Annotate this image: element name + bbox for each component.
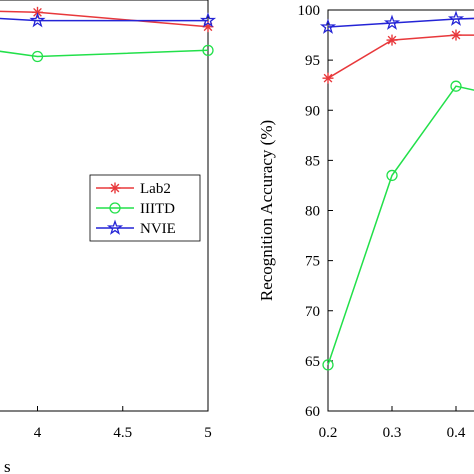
left-point-iiitd-shape [31, 50, 44, 63]
left-point-nvie [29, 12, 46, 28]
right-point-iiitd-shape [322, 359, 334, 371]
left-point-nvie-shape [199, 12, 217, 28]
left-xlabel-fragment: s [4, 457, 11, 474]
legend-marker-nvie [106, 219, 124, 235]
right-point-lab2 [322, 72, 334, 84]
right-ytick-label: 70 [305, 304, 320, 320]
right-ytick-label: 95 [305, 53, 320, 69]
right-ytick-label: 80 [305, 204, 320, 220]
right-point-iiitd [322, 359, 334, 371]
right-axes-frame [327, 9, 474, 412]
right-ytick-label: 85 [305, 153, 320, 169]
right-xtick-label: 0.2 [319, 425, 338, 441]
left-series-line-lab2 [0, 10, 209, 28]
legend-label-lab2: Lab2 [140, 181, 171, 197]
right-ytick-label: 100 [298, 3, 321, 19]
right-xtick-label: 0.3 [383, 425, 402, 441]
right-ytick-label: 90 [305, 103, 320, 119]
right-point-nvie [319, 18, 337, 34]
legend-label-nvie: NVIE [140, 221, 176, 237]
right-ylabel: Recognition Accuracy (%) [257, 120, 276, 301]
right-point-iiitd [386, 169, 398, 182]
legend-marker-iiitd [109, 202, 121, 214]
right-point-nvie-shape [447, 10, 465, 26]
right-point-nvie [447, 10, 465, 26]
left-axes-frame [0, 0, 209, 412]
left-point-lab2-stroke [203, 22, 213, 32]
right-point-nvie-shape [383, 14, 401, 30]
legend-marker-iiitd-shape [109, 202, 121, 214]
right-point-iiitd-shape [450, 80, 462, 92]
right-point-lab2-stroke [451, 30, 461, 40]
right-point-iiitd [450, 80, 462, 92]
right-point-nvie-shape [319, 18, 337, 34]
left-point-nvie-shape [29, 12, 46, 28]
left-point-iiitd [202, 44, 214, 56]
right-series-line-nvie [327, 17, 474, 28]
legend-marker-nvie-shape [106, 219, 124, 235]
right-point-lab2-stroke [387, 35, 397, 45]
left-xtick-label: 5 [204, 425, 212, 441]
right-ytick-label: 60 [305, 404, 320, 420]
right-series-line-iiitd [327, 85, 474, 366]
left-point-nvie [199, 12, 217, 28]
right-point-lab2 [450, 29, 462, 41]
legend-marker-lab2 [109, 182, 121, 194]
left-xtick-label: 4 [34, 425, 42, 441]
right-point-nvie [383, 14, 401, 30]
right-xtick-label: 0.4 [447, 425, 466, 441]
right-ytick-label: 65 [305, 354, 320, 370]
right-panel: 60 65 70 75 80 85 90 95 100 0.2 0.3 0.4 Recognition … [257, 3, 474, 441]
right-ytick-label: 75 [305, 254, 320, 270]
left-xtick-label: 4.5 [113, 425, 132, 441]
left-series-line-nvie [0, 17, 208, 22]
right-point-iiitd-shape [386, 169, 398, 182]
right-point-lab2 [386, 34, 398, 46]
right-series-line-lab2 [327, 34, 474, 79]
right-point-lab2-stroke [323, 73, 333, 83]
legend-marker-lab2-stroke [110, 183, 120, 193]
legend-label-iiitd: IIITD [140, 201, 175, 217]
left-series-line-iiitd [0, 49, 209, 58]
left-point-iiitd [31, 50, 44, 63]
left-point-iiitd-shape [202, 44, 214, 56]
